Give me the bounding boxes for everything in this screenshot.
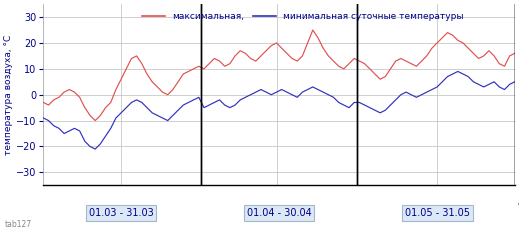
Y-axis label: температура воздуха, °С: температура воздуха, °С — [4, 35, 13, 155]
Legend: максимальная,, минимальная суточные температуры: максимальная,, минимальная суточные темп… — [139, 9, 467, 25]
Text: 01.04 - 30.04: 01.04 - 30.04 — [247, 208, 311, 218]
Text: 01.05 - 31.05: 01.05 - 31.05 — [405, 208, 470, 218]
Text: tab127: tab127 — [5, 220, 32, 229]
Text: 01.03 - 31.03: 01.03 - 31.03 — [89, 208, 154, 218]
Text: время: время — [517, 197, 519, 207]
